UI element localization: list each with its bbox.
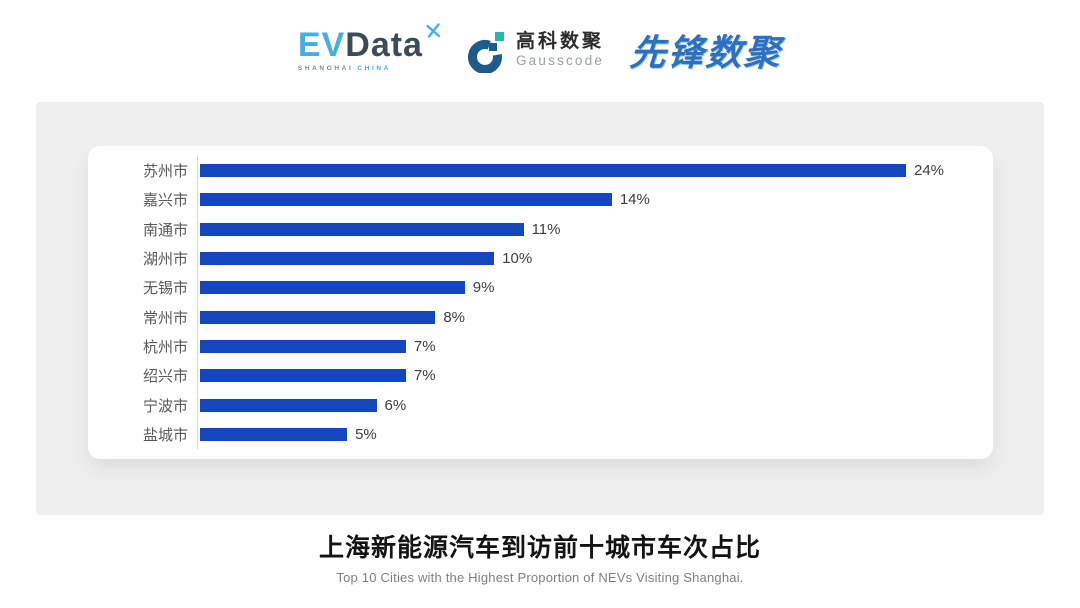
category-label: 常州市: [142, 309, 188, 327]
bar-track: 5%: [197, 419, 979, 449]
bar-track: 14%: [197, 185, 979, 215]
gausscode-cn-text: 高科数聚: [515, 30, 604, 52]
evdata-logo: EV Data SHANGHAI CHINA: [297, 23, 442, 72]
bar: [200, 281, 465, 295]
bar: [200, 310, 436, 324]
category-label: 无锡市: [142, 280, 188, 298]
value-label: 9%: [472, 279, 495, 297]
bar-track: 8%: [197, 302, 979, 332]
category-label: 杭州市: [142, 338, 188, 356]
gausscode-logo: 高科数聚 Gausscode: [468, 27, 604, 73]
value-label: 14%: [619, 191, 650, 209]
bar-track: 6%: [197, 390, 979, 420]
bar-track: 24%: [197, 156, 979, 186]
bar-track: 7%: [197, 361, 979, 391]
category-label: 苏州市: [142, 163, 188, 181]
chart-panel: 苏州市 24% 嘉兴市 14% 南通市 11% 湖州市 10% 无锡市 9% 常州市 8% 杭州市 7% 绍…: [36, 102, 1044, 515]
bar-row: 盐城市 5%: [88, 419, 979, 449]
bar-row: 杭州市 7%: [88, 331, 979, 362]
category-label: 湖州市: [142, 251, 188, 269]
chart-title: 上海新能源汽车到访前十城市车次占比: [318, 534, 761, 562]
caption: 上海新能源汽车到访前十城市车次占比 Top 10 Cities with the…: [0, 528, 1080, 585]
g-ring-icon: [468, 32, 504, 73]
evdata-shanghai-text: SHANGHAI: [297, 65, 354, 72]
category-label: 南通市: [142, 221, 188, 239]
value-label: 7%: [413, 337, 436, 355]
value-label: 6%: [384, 396, 407, 414]
category-label: 嘉兴市: [142, 192, 188, 210]
bar-row: 无锡市 9%: [88, 273, 979, 303]
value-label: 8%: [443, 308, 466, 326]
bar: [200, 193, 612, 207]
bar-row: 嘉兴市 14%: [88, 185, 979, 215]
bar-row: 湖州市 10%: [88, 243, 979, 274]
bar: [200, 369, 406, 383]
logo-header: EV Data SHANGHAI CHINA 高科数聚 Gausscode 先锋数聚: [0, 0, 1080, 100]
chart-subtitle: Top 10 Cities with the Highest Proportio…: [336, 570, 744, 585]
gausscode-en-text: Gausscode: [515, 52, 605, 68]
bar: [200, 398, 377, 412]
value-label: 24%: [914, 162, 945, 180]
value-label: 5%: [355, 425, 377, 443]
chart-rows: 苏州市 24% 嘉兴市 14% 南通市 11% 湖州市 10% 无锡市 9% 常州市 8% 杭州市 7% 绍…: [88, 156, 979, 449]
bar: [200, 222, 524, 236]
bar: [200, 164, 906, 178]
bar-track: 10%: [197, 243, 979, 274]
bar: [200, 252, 495, 266]
evdata-wordmark: EV Data: [297, 23, 442, 64]
bar-track: 7%: [197, 331, 979, 362]
value-label: 11%: [531, 220, 561, 238]
gausscode-text: 高科数聚 Gausscode: [515, 30, 605, 69]
bar: [200, 427, 348, 441]
evdata-subtitle: SHANGHAI CHINA: [298, 65, 391, 72]
bar-track: 9%: [197, 273, 979, 303]
category-label: 绍兴市: [142, 368, 188, 386]
evdata-data-text: Data: [345, 26, 423, 64]
chart-card: 苏州市 24% 嘉兴市 14% 南通市 11% 湖州市 10% 无锡市 9% 常州市 8% 杭州市 7% 绍…: [88, 146, 993, 459]
evdata-ev-text: EV: [297, 26, 346, 64]
bar-row: 苏州市 24%: [88, 156, 979, 186]
bar-row: 南通市 11%: [88, 214, 979, 244]
pioneer-logo: 先锋数聚: [628, 32, 784, 73]
category-label: 宁波市: [142, 397, 188, 415]
bar-track: 11%: [197, 214, 979, 244]
bar: [200, 339, 406, 353]
category-label: 盐城市: [142, 426, 188, 444]
bar-row: 绍兴市 7%: [88, 361, 979, 391]
value-label: 10%: [502, 250, 533, 268]
bar-row: 宁波市 6%: [88, 390, 979, 420]
evdata-china-text: CHINA: [357, 65, 391, 72]
value-label: 7%: [413, 367, 436, 385]
x-star-icon: [426, 23, 441, 38]
bar-row: 常州市 8%: [88, 302, 979, 332]
